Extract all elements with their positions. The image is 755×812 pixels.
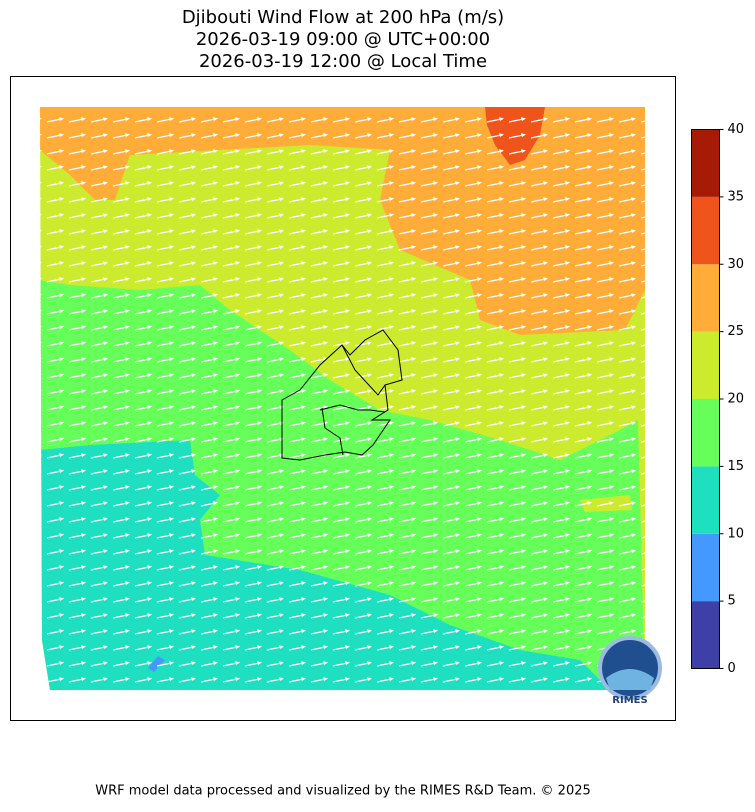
footer: WRF model data processed and visualized … [95,784,591,799]
colorbar-segment [691,601,720,669]
wind-arrows [40,107,645,690]
tick-label: 20 [728,392,745,407]
logo: RIMES [598,636,662,706]
colorbar-frame [691,129,720,669]
colorbar: 0 5 10 15 20 25 30 35 40 [691,122,745,676]
tick-label: 10 [728,526,745,541]
colorbar-segment [691,196,720,265]
country-border [281,329,403,461]
title-line: 2026-03-19 12:00 @ Local Time [199,51,487,72]
colorbar-segment [691,466,720,534]
colorbar-segment [691,264,720,332]
tick-label: 35 [728,189,745,204]
tick-label: 5 [728,594,736,609]
tick-label: 25 [728,324,745,339]
logo-text: RIMES [612,695,647,706]
colorbar-segment [691,331,720,399]
title-line: 2026-03-19 09:00 @ UTC+00:00 [196,29,490,50]
tick-label: 40 [728,122,745,137]
colorbar-segment [691,129,720,197]
logo-wave [606,669,654,690]
wind-map [40,107,645,690]
colorbar-segment [691,533,720,602]
title-line: Djibouti Wind Flow at 200 hPa (m/s) [182,7,504,28]
colorbar-segment [691,399,720,467]
tick-label: 0 [728,661,736,676]
tick-label: 15 [728,459,745,474]
tick-label: 30 [728,257,745,272]
map-frame [10,76,676,721]
